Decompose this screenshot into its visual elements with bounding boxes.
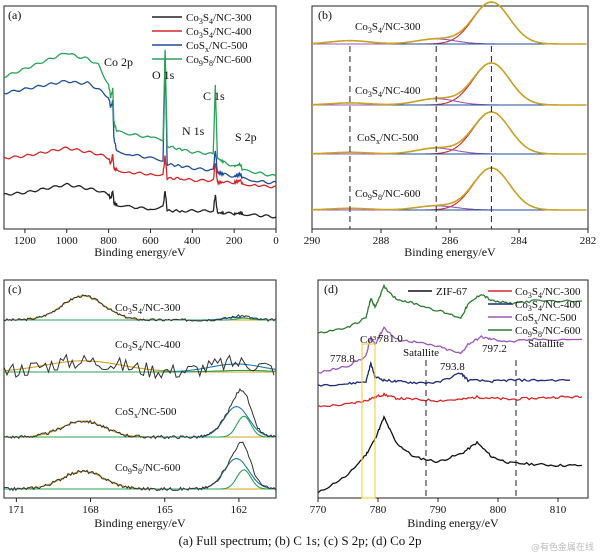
d-series-Co3S4/NC-400	[317, 360, 571, 387]
panel-d-label: (d)	[324, 282, 338, 296]
b-xtick-label: 284	[511, 235, 528, 247]
d-series-CoSx/NC-500	[317, 326, 583, 374]
d-xtick-label: 770	[310, 504, 327, 516]
a-xtick-label: 1000	[56, 235, 79, 247]
b-envelope	[312, 167, 587, 211]
annot-sat-2: Satallite	[528, 338, 564, 350]
b-peak-fit	[312, 111, 587, 155]
b-xtick-label: 282	[580, 235, 597, 247]
panel-d-plot: 770 780 790 800 810	[310, 283, 583, 516]
a-xtick-label: 600	[142, 235, 159, 247]
b-sub-label-3: CoSx/NC-500	[357, 132, 419, 146]
d-series-Co3S4/NC-300	[317, 391, 583, 408]
d-xtick-label: 790	[430, 504, 447, 516]
b-xtick-label: 290	[304, 235, 321, 247]
c-raw-data	[3, 387, 276, 440]
panel-a-plot: 1200 1000 800 600 400 200 0	[3, 49, 279, 247]
figure: (a) (b) (c) (d) 1200 1000 800 600 400 200 0 29…	[3, 1, 597, 530]
annot-sat-1: Satallite	[403, 347, 439, 359]
d-legend-label-2: Co3S4/NC-300	[515, 286, 581, 300]
c-xtick-label: 168	[82, 504, 99, 516]
annot-c1s: C 1s	[203, 89, 225, 103]
c-xtick-label: 165	[156, 504, 173, 516]
c-raw-data	[3, 441, 276, 492]
d-legend-label-4: CoSx/NC-500	[515, 312, 577, 326]
b-envelope	[311, 62, 587, 106]
co3plus-highlight-box	[361, 343, 376, 499]
a-xtick-label: 0	[273, 235, 279, 247]
d-legend-label-3: Co3S4/NC-400	[515, 299, 581, 313]
d-series-ZIF-67	[317, 415, 583, 494]
d-xtick-label: 780	[370, 504, 387, 516]
b-peak-fit	[312, 62, 587, 106]
annot-7810: 781.0	[378, 333, 403, 345]
b-xlabel: Binding energy/eV	[404, 245, 496, 259]
d-legend-label-5: Co9S8/NC-600	[515, 325, 581, 339]
a-xtick-label: 400	[184, 235, 201, 247]
annot-7972: 797.2	[482, 343, 507, 355]
d-xlabel: Binding energy/eV	[407, 516, 499, 530]
c-sub-label-3: CoSx/NC-500	[115, 406, 177, 420]
a-xtick-label: 200	[226, 235, 243, 247]
c-peak-fit	[4, 415, 276, 438]
legend-label-2: Co3S4/NC-400	[186, 26, 252, 40]
watermark: @有色金属在线	[530, 543, 594, 553]
annot-co3plus: Co³⁺	[360, 334, 382, 346]
b-sub-label-1: Co3S4/NC-300	[355, 21, 421, 35]
figure-caption: (a) Full spectrum; (b) C 1s; (c) S 2p; (…	[178, 533, 422, 548]
c-sub-label-1: Co3S4/NC-300	[115, 302, 181, 316]
legend-label-3: CoSx/NC-500	[186, 40, 248, 54]
panel-a-label: (a)	[8, 8, 21, 22]
c-xtick-label: 162	[231, 504, 248, 516]
legend-label-4: Co9S8/NC-600	[186, 54, 252, 68]
panel-a-legend: Co3S4/NC-300 Co3S4/NC-400 CoSx/NC-500 Co…	[152, 12, 252, 68]
panel-c-frame	[3, 279, 277, 499]
series-line-Co9S8/NC-600	[3, 49, 277, 177]
c-peak-fit	[4, 469, 276, 490]
b-sub-label-2: Co3S4/NC-400	[355, 85, 421, 99]
b-sub-label-4: Co9S8/NC-600	[355, 188, 421, 202]
c-sub-label-2: Co3S4/NC-400	[115, 339, 181, 353]
c-xtick-label: 171	[8, 504, 25, 516]
c-xlabel: Binding energy/eV	[94, 516, 186, 530]
legend-label-1: Co3S4/NC-300	[186, 12, 252, 26]
a-xtick-label: 1200	[14, 235, 37, 247]
b-envelope	[312, 111, 587, 155]
d-xtick-label: 810	[550, 504, 567, 516]
panel-d-legend: ZIF-67 Co3S4/NC-300 Co3S4/NC-400 CoSx/NC…	[408, 286, 581, 339]
c-raw-data	[3, 353, 275, 380]
series-line-Co3S4/NC-400	[3, 146, 277, 189]
a-xtick-label: 800	[100, 235, 117, 247]
panel-a-frame	[3, 5, 277, 230]
d-legend-label-1: ZIF-67	[436, 286, 468, 298]
panel-b-label: (b)	[318, 8, 332, 22]
annot-o1s: O 1s	[152, 68, 175, 82]
panel-d-frame	[317, 279, 589, 499]
annot-s2p: S 2p	[235, 130, 257, 144]
d-series-Co9S8/NC-600	[317, 283, 583, 334]
series-line-Co3S4/NC-300	[3, 182, 277, 219]
panel-c-plot: 171 168 165 162	[3, 294, 276, 516]
c-sub-label-4: Co9S8/NC-600	[115, 462, 181, 476]
annot-7938: 793.8	[440, 361, 465, 373]
d-xtick-label: 800	[490, 504, 507, 516]
c-raw-data	[3, 294, 276, 322]
b-xtick-label: 288	[373, 235, 390, 247]
a-xlabel: Binding energy/eV	[94, 245, 186, 259]
series-line-CoSx/NC-500	[3, 55, 277, 185]
c-peak-fit	[3, 360, 276, 373]
b-xtick-label: 286	[442, 235, 459, 247]
annot-n1s: N 1s	[182, 124, 205, 138]
panel-c-label: (c)	[8, 282, 21, 296]
panel-b-frame	[311, 5, 589, 230]
b-envelope	[311, 1, 587, 45]
annot-7788: 778.8	[330, 353, 355, 365]
panel-b-plot: 290 288 286 284 282	[304, 1, 597, 247]
annot-co2p: Co 2p	[104, 55, 133, 69]
